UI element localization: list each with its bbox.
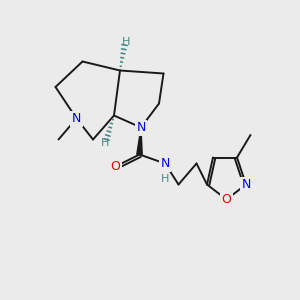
- Text: H: H: [161, 174, 169, 184]
- Text: O: O: [222, 193, 231, 206]
- Text: N: N: [241, 178, 251, 191]
- Text: O: O: [111, 160, 120, 173]
- Text: N: N: [160, 157, 170, 170]
- Text: H: H: [101, 137, 109, 148]
- Text: N: N: [72, 112, 81, 125]
- Text: N: N: [136, 121, 146, 134]
- Text: H: H: [122, 37, 130, 47]
- Polygon shape: [137, 128, 142, 154]
